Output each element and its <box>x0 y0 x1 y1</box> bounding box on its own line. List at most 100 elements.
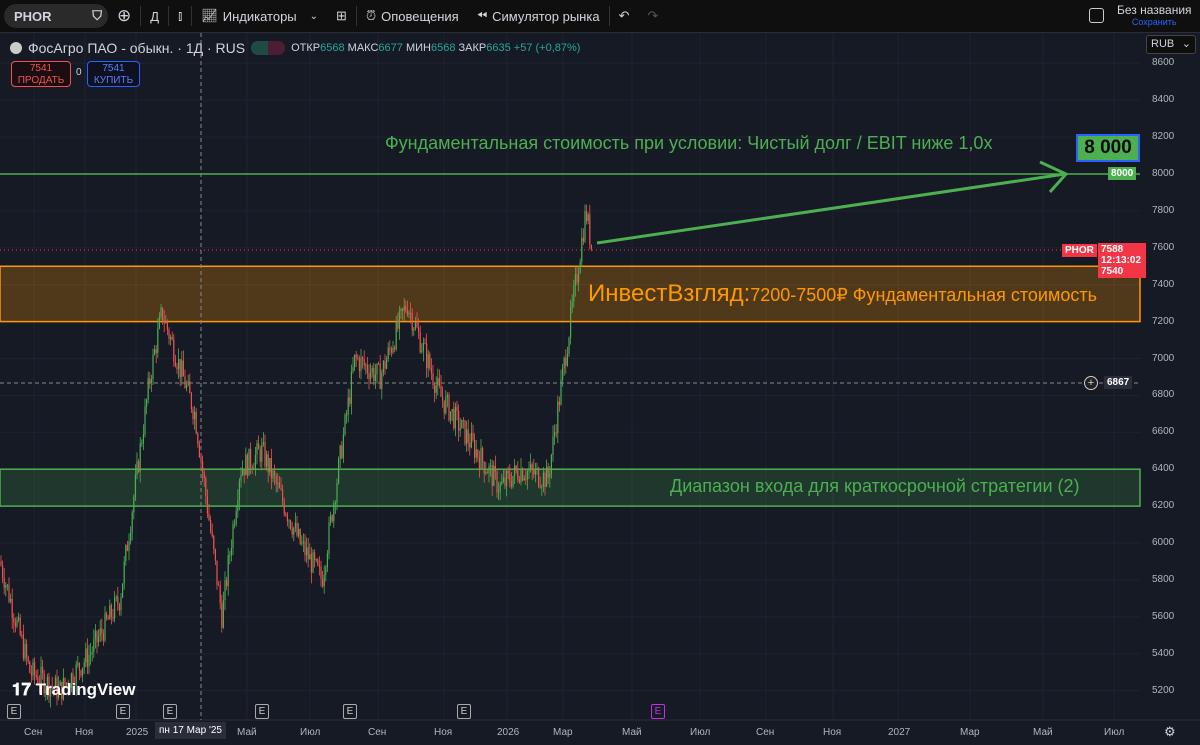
fair-value-annotation[interactable]: ИнвестВзгляд:7200-7500₽ Фундаментальная … <box>588 280 1097 308</box>
candle-body <box>48 676 50 697</box>
candle-body <box>157 328 159 353</box>
candle-body <box>304 541 306 556</box>
buy-button[interactable]: 7541 КУПИТЬ <box>87 61 140 87</box>
candle-body <box>397 320 399 329</box>
last-price-tag: 7588 12:13:02 7540 <box>1098 243 1146 278</box>
candle-body <box>328 522 330 554</box>
earnings-marker[interactable]: E <box>343 704 357 719</box>
candle-body <box>381 372 383 389</box>
price-axis-label: 6200 <box>1152 500 1175 512</box>
candle-body <box>587 214 589 222</box>
candle-body <box>275 476 277 484</box>
candle-body <box>114 597 116 619</box>
candle-body <box>379 363 381 389</box>
add-symbol-button[interactable]: ⊕ <box>108 4 140 28</box>
price-axis-label: 5400 <box>1152 647 1175 659</box>
candle-body <box>70 673 72 688</box>
templates-button[interactable]: ⊞ <box>327 4 356 28</box>
candle-body <box>286 515 288 522</box>
earnings-marker[interactable]: E <box>7 704 21 719</box>
earnings-marker[interactable]: E <box>163 704 177 719</box>
entry-annotation[interactable]: Диапазон входа для краткосрочной стратег… <box>670 476 1080 496</box>
candle-body <box>467 429 469 443</box>
tradingview-logo[interactable]: 𝟏𝟕 TradingView <box>12 680 135 700</box>
earnings-marker[interactable]: E <box>457 704 471 719</box>
target-annotation[interactable]: Фундаментальная стоимость при условии: Ч… <box>385 133 993 153</box>
candle-body <box>522 468 524 481</box>
redo-button[interactable]: ↷ <box>638 4 667 28</box>
candle-body <box>13 618 15 623</box>
candle-body <box>8 584 10 602</box>
candle-body <box>387 347 389 360</box>
candle-body <box>408 312 410 315</box>
candle-body <box>154 349 156 355</box>
interval-button[interactable]: Д <box>150 8 160 24</box>
layout-name[interactable]: Без названия Сохранить <box>1117 3 1192 27</box>
candle-body <box>264 442 266 467</box>
candle-body <box>35 675 37 678</box>
candle-body <box>122 583 124 598</box>
candle-body <box>229 555 231 557</box>
candle-body <box>355 354 357 358</box>
candle-body <box>454 406 456 429</box>
chart-area[interactable] <box>0 32 1200 745</box>
chart-type-button[interactable]: ⫾ <box>169 4 191 28</box>
time-axis-label: Мар <box>553 727 573 738</box>
candle-body <box>51 686 53 688</box>
candle-body <box>376 363 378 375</box>
candle-body <box>525 478 527 480</box>
earnings-marker[interactable]: E <box>116 704 130 719</box>
sell-button[interactable]: 7541 ПРОДАТЬ <box>11 61 71 87</box>
candle-body <box>290 520 292 529</box>
candle-body <box>486 472 488 474</box>
symbol-search[interactable]: PHOR ⛉ <box>4 4 108 28</box>
candle-body <box>434 385 436 393</box>
close-value: 6635 <box>486 42 511 54</box>
candle-body <box>472 432 474 440</box>
time-axis-label: Сен <box>24 727 43 738</box>
candle-body <box>206 495 208 514</box>
candle-body <box>586 211 588 222</box>
candle-body <box>485 472 487 474</box>
candle-body <box>298 529 300 536</box>
earnings-marker[interactable]: E <box>651 704 665 719</box>
candle-body <box>218 584 220 586</box>
candle-body <box>214 549 216 561</box>
tv-logo-icon: 𝟏𝟕 <box>12 680 31 699</box>
candle-body <box>75 664 77 686</box>
trend-arrow <box>596 172 1066 245</box>
buy-price: 7541 <box>102 63 125 74</box>
candle-body <box>133 496 135 513</box>
time-axis-label: Май <box>622 727 642 738</box>
candle-body <box>243 469 245 476</box>
candle-body <box>96 631 98 643</box>
candle-body <box>438 378 440 386</box>
undo-button[interactable]: ↶ <box>610 4 639 28</box>
candle-body <box>267 454 269 473</box>
candle-body <box>176 366 178 370</box>
company-logo-icon <box>10 42 22 54</box>
legend: ФосАгро ПАО - обыкн. · 1Д · RUS ОТКР6568… <box>10 40 580 56</box>
grid-icon: ⊞ <box>336 8 347 23</box>
candle-body <box>222 600 224 628</box>
settings-gear-icon[interactable]: ⚙ <box>1164 724 1176 739</box>
candle-body <box>451 409 453 412</box>
earnings-marker[interactable]: E <box>255 704 269 719</box>
candle-body <box>360 357 362 372</box>
price-axis-label: 7600 <box>1152 241 1175 253</box>
candle-body <box>325 567 327 575</box>
candle-body <box>269 458 271 473</box>
layout-checkbox[interactable] <box>1089 8 1104 23</box>
candle-body <box>69 687 71 689</box>
save-link[interactable]: Сохранить <box>1131 17 1177 27</box>
indicators-button[interactable]: 📈︎ Индикаторы ⌄ <box>192 4 327 28</box>
time-axis-label: Июл <box>1104 727 1125 738</box>
replay-button[interactable]: ⏪︎ Симулятор рынка <box>468 4 609 28</box>
add-alert-plus-icon[interactable]: + <box>1084 376 1098 390</box>
price-axis-label: 8000 <box>1152 168 1175 179</box>
alerts-button[interactable]: ⏰︎ Оповещения <box>357 4 468 28</box>
candle-body <box>149 378 151 383</box>
currency-select[interactable]: RUB ⌄ <box>1146 35 1196 54</box>
target-callout[interactable]: 8 000 <box>1076 134 1140 162</box>
